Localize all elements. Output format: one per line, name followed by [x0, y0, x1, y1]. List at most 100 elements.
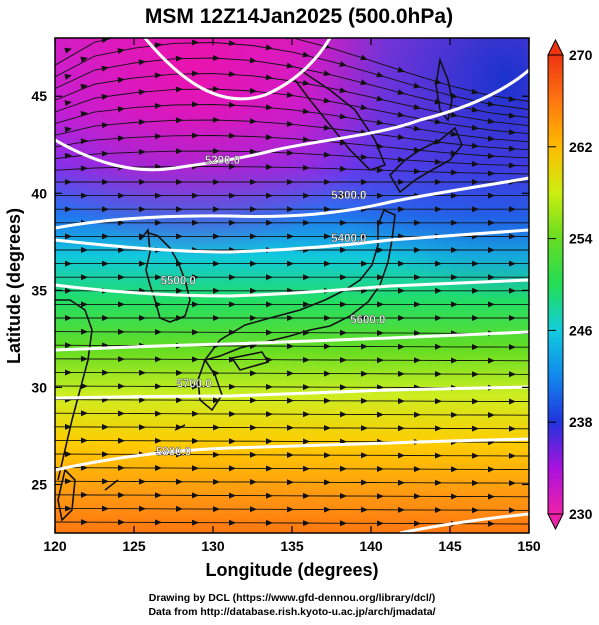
- streamline-arrow: [81, 274, 88, 281]
- streamline-arrow: [266, 519, 273, 526]
- streamline-arrow: [377, 301, 384, 308]
- streamline-arrow: [212, 86, 220, 93]
- streamline-arrow: [118, 247, 125, 253]
- coastline-hokkaido: [388, 126, 463, 194]
- contour-labels: 5200.0 5300.0 5400.0 5500.0 5600.0 5700.0 5800…: [156, 155, 386, 459]
- streamline-arrow: [139, 505, 146, 512]
- streamline-arrow: [139, 315, 146, 321]
- streamline-arrow: [398, 370, 405, 377]
- streamline-arrow: [414, 357, 421, 364]
- streamline-arrow: [509, 260, 516, 267]
- contour-label: 5600.0: [350, 314, 385, 326]
- streamline-arrow: [192, 492, 199, 499]
- streamline-arrow: [192, 519, 199, 526]
- streamline-arrow: [287, 315, 294, 321]
- streamline-arrow: [361, 315, 368, 321]
- streamline-arrow: [377, 493, 384, 500]
- streamline: [55, 494, 529, 498]
- x-tick-label: 145: [438, 538, 462, 554]
- x-axis-ticks: 120 125 130 135 140 145 150: [43, 38, 541, 554]
- streamline-arrow: [266, 219, 273, 226]
- streamline-arrow: [229, 301, 236, 308]
- credit-drawing: Drawing by DCL (https://www.gfd-dennou.o…: [149, 592, 435, 604]
- streamline-arrow: [376, 95, 384, 102]
- streamline-arrow: [377, 411, 384, 418]
- streamline-arrow: [398, 425, 405, 432]
- streamline-arrow: [303, 192, 310, 199]
- streamline-arrow: [101, 94, 109, 100]
- streamline-arrow: [340, 384, 347, 391]
- streamline-arrow: [229, 492, 236, 499]
- streamline-arrow: [139, 424, 146, 431]
- streamline-arrow: [249, 148, 257, 155]
- streamline-arrow: [118, 437, 125, 444]
- streamline-arrow: [377, 357, 384, 364]
- streamline-arrow: [398, 506, 405, 513]
- streamline-arrow: [377, 520, 384, 527]
- streamline-arrow: [471, 160, 479, 167]
- streamline-arrow: [191, 132, 199, 139]
- streamline-arrow: [488, 357, 495, 364]
- streamline-arrow: [102, 451, 109, 458]
- streamline-arrow: [192, 274, 199, 281]
- streamline-arrow: [435, 507, 442, 513]
- streamline-arrow: [472, 344, 479, 350]
- contour-label: 5300.0: [331, 190, 366, 202]
- streamline-arrow: [434, 118, 442, 125]
- streamline-arrow: [435, 398, 442, 405]
- y-tick-label: 40: [31, 185, 47, 201]
- streamline-arrow: [303, 520, 310, 527]
- streamline-arrow: [472, 206, 479, 213]
- streamline-arrow: [192, 329, 199, 336]
- streamline-arrow: [102, 315, 109, 321]
- streamline-arrow: [229, 519, 236, 526]
- contour-5400: [55, 228, 529, 254]
- streamline-arrow: [303, 438, 310, 445]
- streamline-arrow: [451, 192, 458, 199]
- streamline-arrow: [249, 57, 257, 64]
- streamline-arrow: [155, 274, 162, 281]
- streamline-arrow: [64, 126, 72, 133]
- streamline-arrow: [249, 118, 257, 125]
- streamline-arrow: [450, 111, 458, 118]
- streamline-arrow: [472, 507, 479, 514]
- streamline-arrow: [340, 301, 347, 308]
- streamline-arrow: [155, 437, 162, 444]
- streamline-arrow: [228, 163, 236, 170]
- height-contours: [55, 38, 529, 533]
- streamline-arrow: [302, 108, 310, 115]
- streamline-arrow: [451, 493, 458, 500]
- streamline-arrow: [265, 104, 273, 111]
- streamline-arrow: [414, 219, 421, 226]
- streamline-arrow: [340, 520, 347, 527]
- colorbar-tick-label: 254: [569, 231, 593, 247]
- streamline-arrow: [509, 371, 516, 378]
- streamline-arrow: [472, 260, 479, 267]
- streamline-arrow: [286, 62, 294, 69]
- streamline-arrow: [228, 40, 236, 47]
- streamline-arrow: [102, 478, 109, 485]
- streamline-arrow: [287, 479, 294, 486]
- credit-data: Data from http://database.rish.kyoto-u.a…: [148, 606, 435, 618]
- streamline-arrow: [472, 452, 479, 459]
- streamline-arrow: [509, 344, 516, 351]
- y-tick-label: 45: [31, 88, 47, 104]
- streamline-arrow: [139, 369, 146, 376]
- colorbar-tick-label: 230: [569, 506, 593, 522]
- streamline-arrow: [508, 145, 516, 152]
- streamline-arrow: [509, 398, 516, 405]
- streamline-arrow: [118, 274, 125, 281]
- streamline-arrow: [414, 493, 421, 500]
- streamline-arrow: [117, 48, 125, 54]
- streamline-arrow: [361, 452, 368, 459]
- streamline-arrow: [65, 369, 72, 376]
- coastline-shikoku: [230, 351, 270, 371]
- streamline-arrow: [435, 287, 442, 294]
- streamline-arrow: [377, 274, 384, 281]
- colorbar-tick-label: 238: [569, 414, 593, 430]
- streamline-arrow: [250, 506, 257, 513]
- streamline-arrow: [139, 206, 146, 213]
- streamline-arrow: [118, 410, 125, 417]
- streamline-arrow: [81, 519, 88, 526]
